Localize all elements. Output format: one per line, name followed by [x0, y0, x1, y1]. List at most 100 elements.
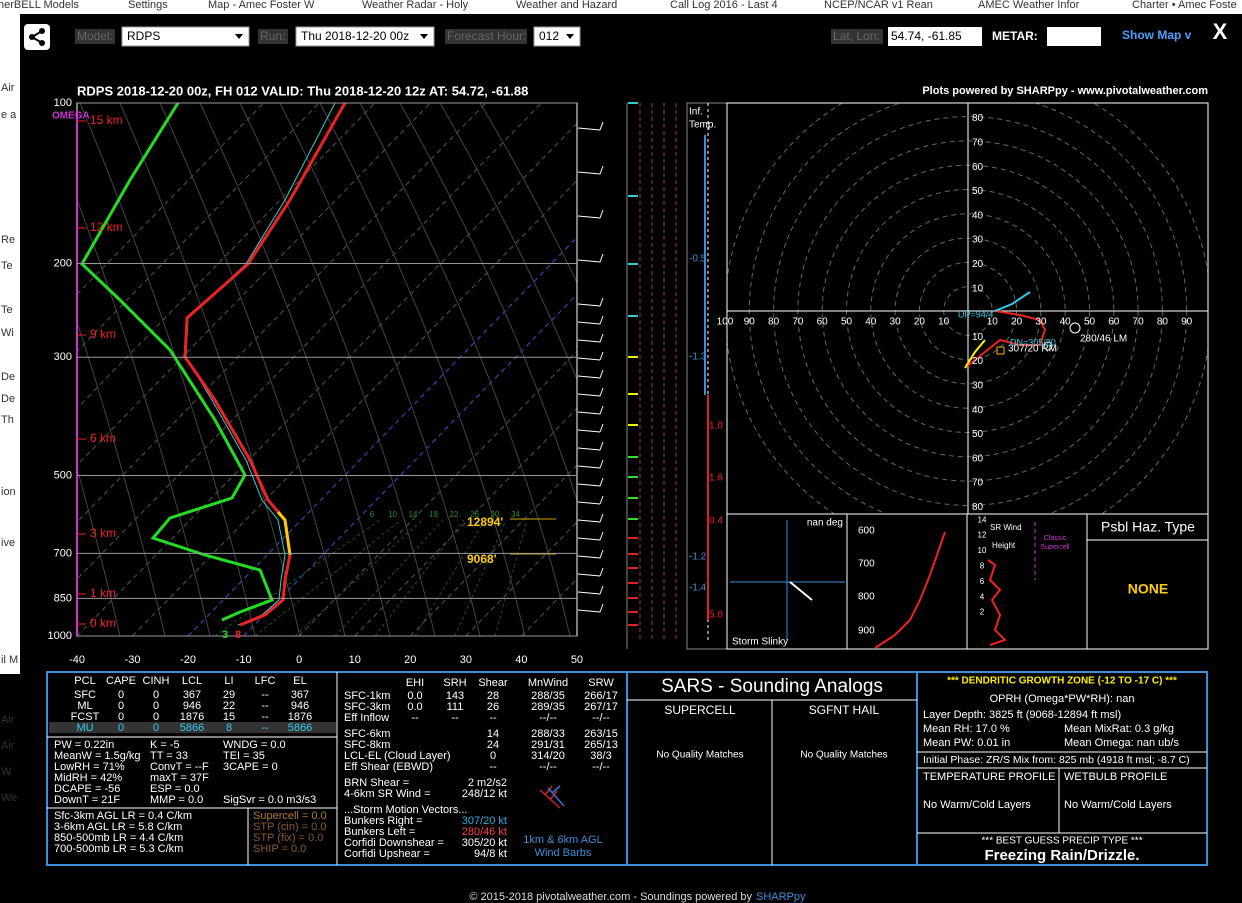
temp-label: 50 — [571, 654, 583, 666]
hodo-label: 70 — [1133, 317, 1145, 328]
bookmark[interactable]: Weather Radar - Holy — [362, 0, 469, 11]
mixing-ratio-label: 22 — [450, 510, 459, 519]
input[interactable] — [888, 27, 982, 46]
bookmark[interactable]: AMEC Weather Infor — [978, 0, 1080, 11]
barb-staff — [577, 411, 601, 415]
select-value[interactable]: RDPS — [127, 29, 160, 43]
close[interactable]: X — [1213, 19, 1228, 44]
bookmark[interactable]: Map - Amec Foster W — [208, 0, 315, 11]
bookmark[interactable]: Settings — [128, 0, 168, 11]
index: K = -5 — [150, 739, 180, 751]
kin-header: MnWind — [528, 677, 568, 689]
field-label: Run: — [260, 29, 285, 43]
sidebar-item[interactable]: Te — [1, 304, 13, 316]
dgz-stat: Mean PW: 0.01 in — [923, 737, 1010, 749]
kin-cell: 14 — [487, 728, 499, 740]
sidebar-item[interactable]: De — [1, 393, 15, 405]
share-button[interactable] — [24, 24, 50, 50]
sidebar-item[interactable]: Air — [1, 714, 15, 726]
parcel-cell: -- — [261, 689, 269, 701]
dry-adiabat — [239, 103, 436, 636]
bookmark[interactable]: Call Log 2016 - Last 4 — [670, 0, 778, 11]
lapse-rate: 3-6km AGL LR = 5.8 C/km — [54, 821, 182, 833]
sidebar-item[interactable]: Te — [1, 260, 13, 272]
hodo-annotation: UP=94/4 — [958, 309, 993, 319]
latlon-input[interactable]: 54.74, -61.85 — [891, 29, 962, 43]
parcel-header: LCL — [182, 675, 202, 687]
kin-cell: 38/3 — [590, 750, 611, 762]
bookmark[interactable]: Weather and Hazard — [516, 0, 617, 11]
hodo-label: 10 — [987, 317, 999, 328]
sidebar-item[interactable]: ion — [1, 486, 16, 498]
kin-header: EHI — [406, 677, 424, 689]
sidebar-item[interactable]: We — [1, 792, 17, 804]
sidebar-item[interactable]: ive — [1, 537, 15, 549]
barb-flag — [599, 495, 604, 505]
temp-label: -10 — [236, 654, 252, 666]
select[interactable] — [295, 26, 435, 47]
sidebar-item[interactable]: Wi — [1, 327, 14, 339]
select[interactable] — [533, 26, 581, 47]
barb-flag — [599, 297, 604, 307]
mixing-ratio-label: 34 — [511, 510, 520, 519]
kin-cell: --/-- — [592, 712, 610, 724]
barb-flag — [599, 441, 604, 451]
sidebar-item[interactable]: Air — [1, 740, 15, 752]
share-icon — [29, 28, 45, 46]
barb-staff — [577, 393, 601, 397]
parcel-cell: -- — [261, 722, 269, 734]
hodo-annotation: DN=305/20 — [1010, 337, 1056, 347]
footer-link[interactable]: SHARPpy — [756, 891, 806, 903]
slinky-angle: nan deg — [807, 518, 843, 529]
select[interactable] — [121, 26, 250, 47]
precip-type: Freezing Rain/Drizzle. — [984, 847, 1139, 864]
barb-staff — [577, 609, 601, 613]
parcel-cell: 15 — [223, 711, 235, 723]
index: PW = 0.22in — [54, 739, 114, 751]
kin-label: LCL-EL (Cloud Layer) — [344, 750, 451, 762]
kin-header: SRW — [588, 677, 614, 689]
kin-cell: --/-- — [592, 761, 610, 773]
select-arrow — [420, 34, 428, 39]
credit: Plots powered by SHARPpy - www.pivotalwe… — [922, 85, 1208, 97]
parcel-header: LI — [224, 675, 233, 687]
barb-flag — [599, 351, 604, 361]
index: SigSvr = 0.0 m3/s3 — [223, 794, 316, 806]
sidebar-item[interactable]: De — [1, 371, 15, 383]
barb-note: 1km & 6km AGL — [523, 834, 602, 846]
kin-cell: 24 — [487, 739, 499, 751]
bookmark[interactable]: herBELL Models — [0, 0, 79, 11]
bookmark[interactable]: NCEP/NCAR v1 Rean — [824, 0, 933, 11]
sidebar-item[interactable]: il M — [1, 654, 18, 666]
motion-label: Bunkers Right = — [344, 815, 423, 827]
sidebar-item[interactable]: e a — [1, 109, 17, 121]
sidebar-item[interactable]: Th — [1, 414, 14, 426]
temp-label: -40 — [69, 654, 85, 666]
hodo-label: 80 — [768, 317, 780, 328]
hodo-red — [964, 310, 1047, 369]
isotherm — [77, 103, 376, 409]
kin-cell: -- — [489, 761, 497, 773]
kin-cell: 0.0 — [407, 690, 422, 702]
index: WNDG = 0.0 — [223, 739, 286, 751]
footer-text: © 2015-2018 pivotalweather.com - Soundin… — [469, 891, 752, 903]
parcel-header: CAPE — [106, 675, 136, 687]
pressure-label: 1000 — [48, 630, 72, 642]
barb-flag — [599, 459, 604, 469]
bookmark[interactable]: Charter • Amec Foste — [1132, 0, 1237, 11]
select-value[interactable]: Thu 2018-12-20 00z — [301, 29, 409, 43]
index: MeanW = 1.5g/kg — [54, 750, 141, 762]
kin-label: Eff Shear (EBWD) — [344, 761, 433, 773]
barb-staff — [577, 483, 601, 487]
show-map[interactable]: Show Map v — [1122, 28, 1192, 42]
sidebar-item[interactable]: Air — [1, 82, 15, 94]
kin-cell: 291/31 — [531, 739, 565, 751]
parcel-cell: 0 — [118, 722, 124, 734]
input[interactable] — [1047, 27, 1101, 46]
select-value[interactable]: 012 — [539, 29, 559, 43]
hodo-label: 50 — [972, 429, 984, 440]
sidebar-item[interactable]: Re — [1, 234, 15, 246]
sidebar-item[interactable]: W — [1, 766, 12, 778]
hodo-label: 30 — [972, 381, 984, 392]
